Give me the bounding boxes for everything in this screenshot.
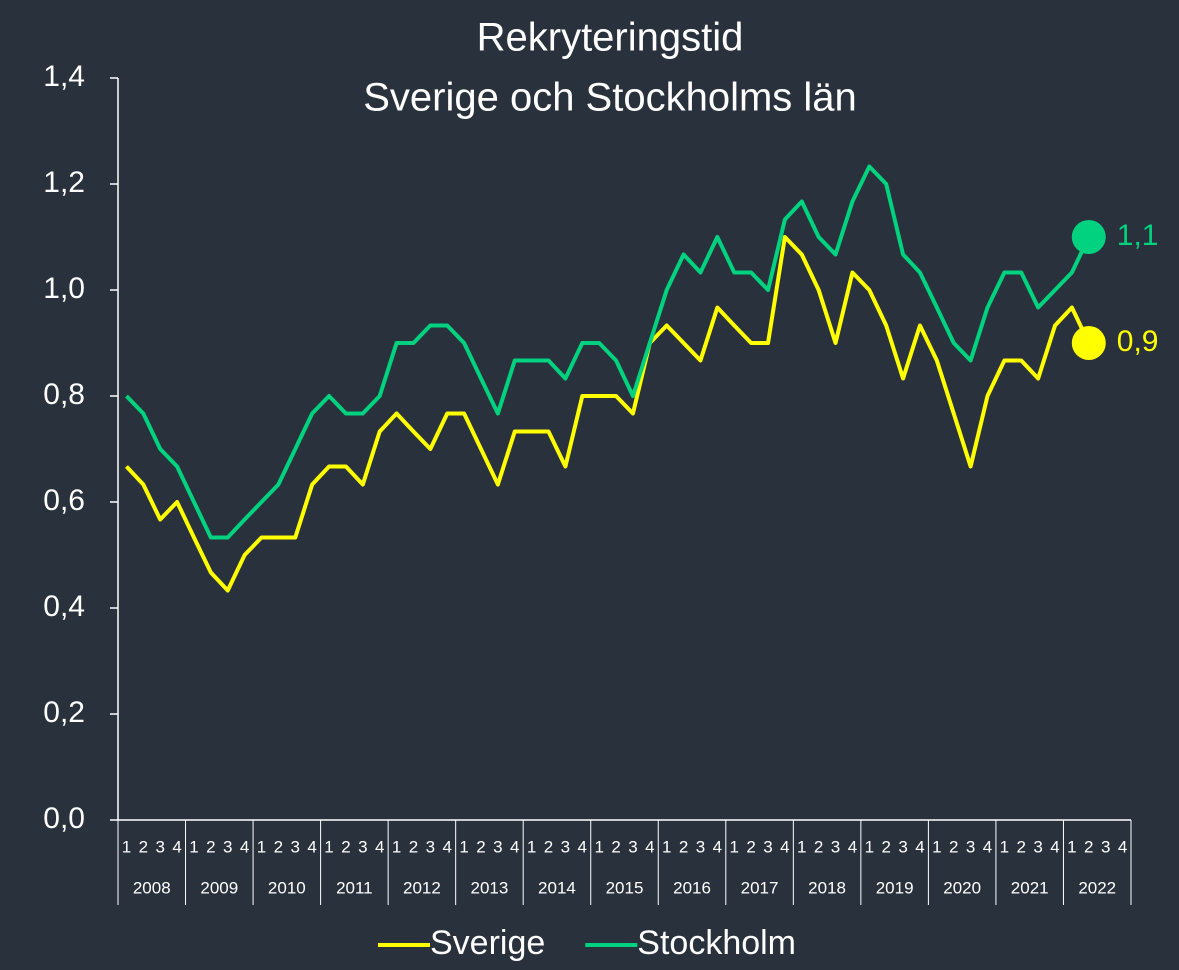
x-tick-label: 3 bbox=[1033, 837, 1042, 856]
x-tick-label: 3 bbox=[628, 837, 637, 856]
year-label: 2012 bbox=[403, 878, 441, 897]
end-label: 1,1 bbox=[1117, 219, 1159, 252]
x-tick-label: 1 bbox=[122, 837, 131, 856]
x-tick-label: 4 bbox=[578, 837, 587, 856]
series-line bbox=[124, 235, 1091, 593]
x-tick-label: 2 bbox=[611, 837, 620, 856]
x-tick-label: 1 bbox=[459, 837, 468, 856]
legend-label: Sverige bbox=[430, 924, 545, 962]
x-tick-label: 3 bbox=[1101, 837, 1110, 856]
x-tick-label: 4 bbox=[915, 837, 924, 856]
x-tick-label: 3 bbox=[426, 837, 435, 856]
x-tick-label: 4 bbox=[848, 837, 857, 856]
year-label: 2018 bbox=[808, 878, 846, 897]
x-tick-label: 4 bbox=[375, 837, 384, 856]
x-tick-label: 1 bbox=[324, 837, 333, 856]
year-label: 2014 bbox=[538, 878, 576, 897]
y-tick-label: 0,6 bbox=[43, 484, 85, 517]
x-tick-label: 2 bbox=[341, 837, 350, 856]
end-label: 0,9 bbox=[1117, 325, 1159, 358]
x-tick-label: 4 bbox=[1050, 837, 1059, 856]
x-tick-label: 2 bbox=[814, 837, 823, 856]
year-label: 2016 bbox=[673, 878, 711, 897]
x-tick-label: 2 bbox=[476, 837, 485, 856]
year-label: 2010 bbox=[268, 878, 306, 897]
year-label: 2011 bbox=[336, 878, 373, 897]
year-label: 2019 bbox=[876, 878, 914, 897]
x-tick-label: 4 bbox=[780, 837, 789, 856]
x-tick-label: 2 bbox=[949, 837, 958, 856]
chart-subtitle: Sverige och Stockholms län bbox=[363, 76, 857, 120]
x-tick-label: 4 bbox=[510, 837, 519, 856]
end-marker bbox=[1071, 220, 1106, 254]
x-tick-label: 1 bbox=[797, 837, 806, 856]
x-tick-label: 4 bbox=[172, 837, 181, 856]
x-tick-label: 4 bbox=[240, 837, 249, 856]
series-line bbox=[125, 164, 1091, 540]
x-tick-label: 4 bbox=[442, 837, 451, 856]
x-tick-label: 1 bbox=[392, 837, 401, 856]
y-tick-label: 0,0 bbox=[43, 802, 85, 835]
x-tick-label: 2 bbox=[206, 837, 215, 856]
legend-label: Stockholm bbox=[637, 924, 796, 962]
x-tick-label: 2 bbox=[881, 837, 890, 856]
x-tick-label: 1 bbox=[257, 837, 266, 856]
x-tick-label: 1 bbox=[594, 837, 603, 856]
x-tick-label: 2 bbox=[746, 837, 755, 856]
x-tick-label: 3 bbox=[493, 837, 502, 856]
y-tick-label: 1,0 bbox=[43, 272, 85, 305]
x-tick-label: 2 bbox=[1017, 837, 1026, 856]
y-tick-label: 1,2 bbox=[43, 166, 85, 199]
x-tick-label: 4 bbox=[645, 837, 654, 856]
x-tick-label: 1 bbox=[1067, 837, 1076, 856]
y-tick-label: 1,4 bbox=[43, 60, 85, 93]
year-label: 2017 bbox=[741, 878, 779, 897]
x-tick-label: 3 bbox=[291, 837, 300, 856]
y-tick-label: 0,4 bbox=[43, 590, 85, 623]
x-tick-label: 1 bbox=[730, 837, 739, 856]
x-tick-label: 4 bbox=[983, 837, 992, 856]
x-tick-label: 1 bbox=[662, 837, 671, 856]
year-label: 2009 bbox=[200, 878, 238, 897]
x-tick-label: 1 bbox=[189, 837, 198, 856]
x-tick-label: 2 bbox=[544, 837, 553, 856]
end-marker bbox=[1071, 326, 1106, 360]
x-tick-label: 4 bbox=[307, 837, 316, 856]
x-tick-label: 2 bbox=[409, 837, 418, 856]
x-tick-label: 3 bbox=[155, 837, 164, 856]
x-tick-label: 3 bbox=[831, 837, 840, 856]
y-tick-label: 0,8 bbox=[43, 378, 85, 411]
year-label: 2022 bbox=[1078, 878, 1116, 897]
year-label: 2008 bbox=[133, 878, 171, 897]
y-tick-label: 0,2 bbox=[43, 696, 85, 729]
x-tick-label: 3 bbox=[561, 837, 570, 856]
x-tick-label: 3 bbox=[358, 837, 367, 856]
year-label: 2015 bbox=[606, 878, 644, 897]
x-tick-label: 1 bbox=[527, 837, 536, 856]
x-tick-label: 2 bbox=[274, 837, 283, 856]
x-tick-label: 3 bbox=[763, 837, 772, 856]
x-tick-label: 3 bbox=[898, 837, 907, 856]
chart-title: Rekryteringstid bbox=[477, 16, 744, 60]
x-tick-label: 1 bbox=[1000, 837, 1009, 856]
year-label: 2020 bbox=[943, 878, 981, 897]
x-tick-label: 4 bbox=[1118, 837, 1127, 856]
x-tick-label: 1 bbox=[932, 837, 941, 856]
x-tick-label: 3 bbox=[223, 837, 232, 856]
x-tick-label: 3 bbox=[966, 837, 975, 856]
x-tick-label: 1 bbox=[865, 837, 874, 856]
year-label: 2013 bbox=[471, 878, 509, 897]
x-tick-label: 2 bbox=[679, 837, 688, 856]
year-label: 2021 bbox=[1011, 878, 1049, 897]
x-tick-label: 4 bbox=[713, 837, 722, 856]
x-tick-label: 2 bbox=[139, 837, 148, 856]
x-tick-label: 3 bbox=[696, 837, 705, 856]
x-tick-label: 2 bbox=[1084, 837, 1093, 856]
